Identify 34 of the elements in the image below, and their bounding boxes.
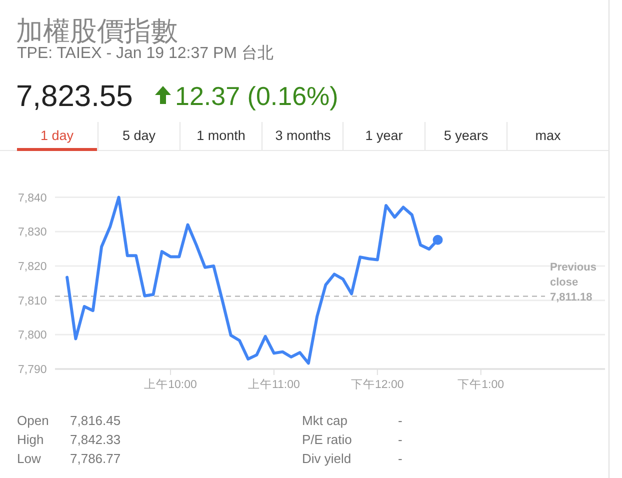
- text: 7,786.77: [70, 451, 121, 466]
- text: -: [398, 451, 402, 466]
- y-tick-label: 7,800: [18, 330, 47, 342]
- text: 7,823.55: [16, 80, 133, 113]
- text: 1 day: [40, 128, 74, 143]
- text: 3 months: [275, 128, 332, 143]
- text: Open: [17, 413, 49, 428]
- text: 5 day: [122, 128, 156, 143]
- text: 1 month: [196, 128, 246, 143]
- y-tick-label: 7,820: [18, 260, 47, 273]
- x-tick-label: 下午12:00: [351, 378, 404, 391]
- text: -: [398, 413, 402, 428]
- y-tick-label: 7,840: [18, 192, 47, 204]
- chart-title: 加權股價指數: [16, 16, 178, 46]
- text: P/E ratio: [302, 432, 352, 447]
- text: Mkt cap: [302, 413, 348, 428]
- text: 7,816.45: [70, 413, 121, 428]
- chart-subtitle: TPE: TAIEX - Jan 19 12:37 PM 台北: [17, 44, 274, 62]
- y-tick-label: 7,810: [18, 295, 47, 308]
- text: Div yield: [302, 451, 352, 466]
- text: 5 years: [444, 128, 488, 143]
- y-tick-label: 7,790: [18, 364, 47, 376]
- text: High: [17, 432, 44, 447]
- x-tick-label: 上午11:00: [248, 378, 300, 391]
- text: Low: [17, 451, 42, 466]
- text: 12.37 (0.16%): [175, 81, 338, 111]
- y-tick-label: 7,830: [18, 226, 47, 239]
- text: 7,842.33: [70, 432, 121, 447]
- text: -: [398, 432, 402, 447]
- x-tick-label: 上午10:00: [144, 378, 197, 391]
- text: max: [535, 128, 561, 143]
- ref-line-label: Previous close 7,811.18: [550, 261, 596, 304]
- x-tick-label: 下午1:00: [458, 378, 504, 391]
- text: 1 year: [365, 128, 404, 143]
